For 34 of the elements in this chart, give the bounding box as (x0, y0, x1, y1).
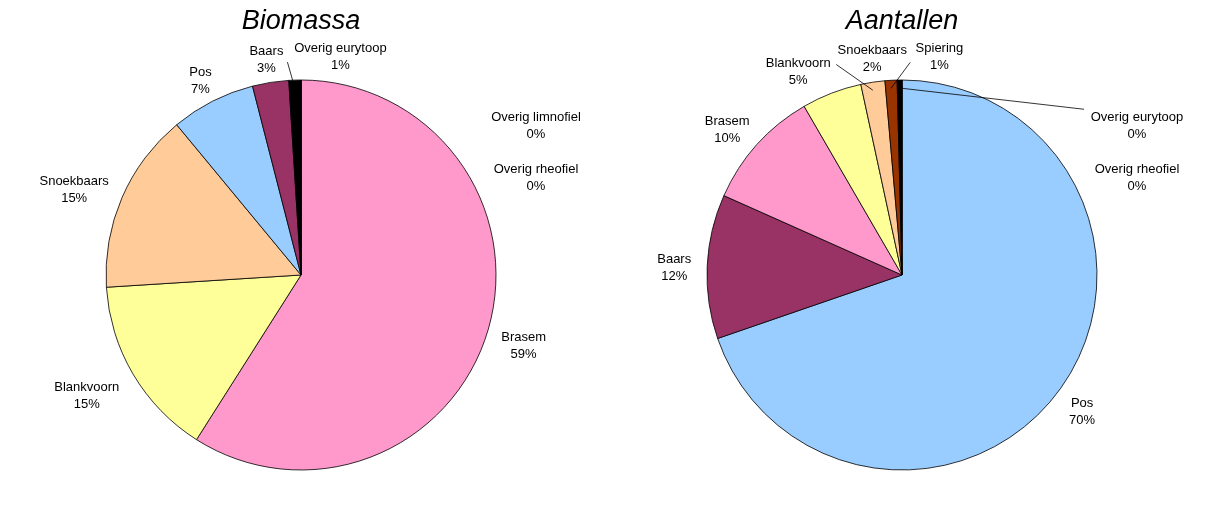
slice-label: Baars (249, 42, 284, 58)
data-label: 12% (661, 268, 688, 284)
chart-title: Aantallen (843, 4, 959, 35)
data-label: 1% (331, 57, 351, 73)
data-label: 2% (862, 59, 883, 75)
slice-label: Pos (1070, 395, 1094, 411)
data-label: 59% (510, 345, 538, 361)
slice-label: Blankvoorn (765, 54, 831, 70)
slice-label: Baars (657, 251, 692, 267)
category-label: Overig rheofiel (493, 161, 579, 177)
slice-label: Spiering (915, 40, 964, 56)
data-label: 3% (257, 59, 277, 75)
data-label: 70% (1069, 412, 1096, 428)
slice-label: Brasem (501, 328, 547, 344)
slice-label: Overig eurytoop (1090, 109, 1184, 125)
slice-label: Overig eurytoop (294, 40, 387, 56)
slice-label: Blankvoorn (54, 379, 120, 395)
category-label: Overig limnofiel (491, 109, 581, 125)
category-label: Overig rheofiel (1094, 161, 1180, 177)
data-label: 10% (714, 130, 741, 146)
data-label: 5% (788, 71, 809, 87)
data-label: 7% (191, 81, 211, 97)
data-label: 1% (930, 57, 950, 73)
data-label: 0% (1127, 126, 1147, 142)
slice-label: Snoekbaars (39, 173, 110, 189)
data-label: 15% (61, 190, 88, 206)
chart-title: Biomassa (241, 4, 361, 35)
text: 0% (1127, 178, 1147, 194)
slice-label: Pos (189, 64, 213, 80)
slice-label: Brasem (704, 113, 750, 129)
text: 0% (526, 178, 546, 194)
text: 0% (526, 126, 546, 142)
data-label: 15% (73, 396, 101, 412)
slice-label: Snoekbaars (837, 42, 908, 58)
